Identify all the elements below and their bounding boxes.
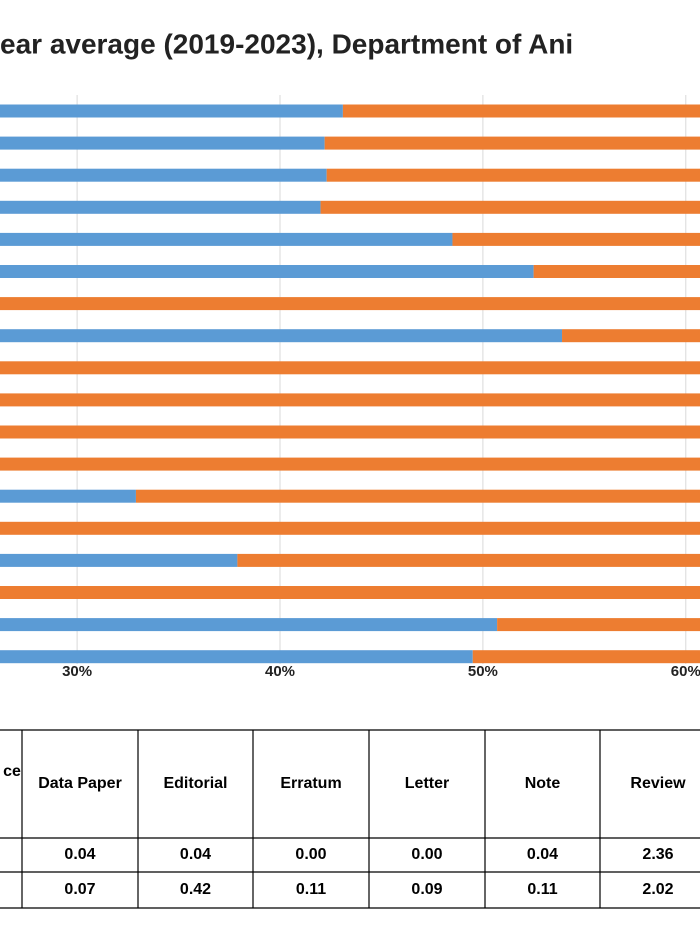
bar-segment — [135, 489, 700, 503]
table-cell: 2.36 — [642, 846, 673, 863]
bar-segment — [0, 586, 700, 599]
table-header: Review — [630, 775, 686, 792]
bar-segment — [342, 104, 700, 118]
bar-segment — [452, 232, 700, 246]
table-cell: 0.11 — [527, 881, 557, 898]
bar-segment — [0, 200, 321, 214]
table-header: Note — [525, 775, 561, 792]
bar-segment — [0, 521, 700, 535]
x-tick-label: 60% — [671, 663, 700, 680]
bar-segment — [562, 329, 700, 343]
table-header: Erratum — [280, 775, 341, 792]
bar-segment — [0, 650, 473, 664]
table-header: Editorial — [163, 775, 227, 792]
chart-title: ear average (2019-2023), Department of A… — [0, 28, 573, 59]
table-cell: 0.07 — [64, 881, 95, 898]
bar-segment — [472, 650, 700, 664]
table-cell: 0.04 — [180, 846, 211, 863]
bar-segment — [0, 457, 700, 471]
bar-segment — [0, 393, 700, 407]
table-header: Data Paper — [38, 775, 122, 792]
bar-segment — [0, 489, 136, 503]
table-cell: 2.02 — [642, 881, 673, 898]
bar-segment — [0, 425, 700, 439]
table-cell: 0.42 — [180, 881, 211, 898]
x-tick-label: 40% — [265, 663, 295, 680]
bar-segment — [0, 168, 327, 182]
bar-segment — [324, 136, 700, 150]
bar-segment — [326, 168, 700, 182]
bar-segment — [320, 200, 700, 214]
table-cell: 0.09 — [411, 881, 442, 898]
bar-segment — [0, 104, 343, 118]
bar-segment — [0, 329, 563, 343]
table-header: ce — [3, 763, 21, 780]
bar-segment — [0, 297, 700, 311]
bar-segment — [0, 136, 325, 150]
bar-segment — [533, 265, 700, 278]
bar-segment — [237, 553, 700, 567]
bar-segment — [0, 232, 453, 246]
x-tick-label: 30% — [62, 663, 92, 680]
table-cell: 0.04 — [527, 846, 558, 863]
x-tick-label: 50% — [468, 663, 498, 680]
table-header: Letter — [405, 775, 449, 792]
table-cell: 0.11 — [296, 881, 326, 898]
table-cell: 0.04 — [64, 846, 95, 863]
table-cell: 0.00 — [295, 846, 326, 863]
bar-segment — [0, 361, 700, 375]
bar-segment — [497, 618, 700, 632]
table-cell: 0.00 — [411, 846, 442, 863]
bar-segment — [0, 265, 534, 278]
bar-segment — [0, 553, 238, 567]
bar-segment — [0, 618, 498, 632]
